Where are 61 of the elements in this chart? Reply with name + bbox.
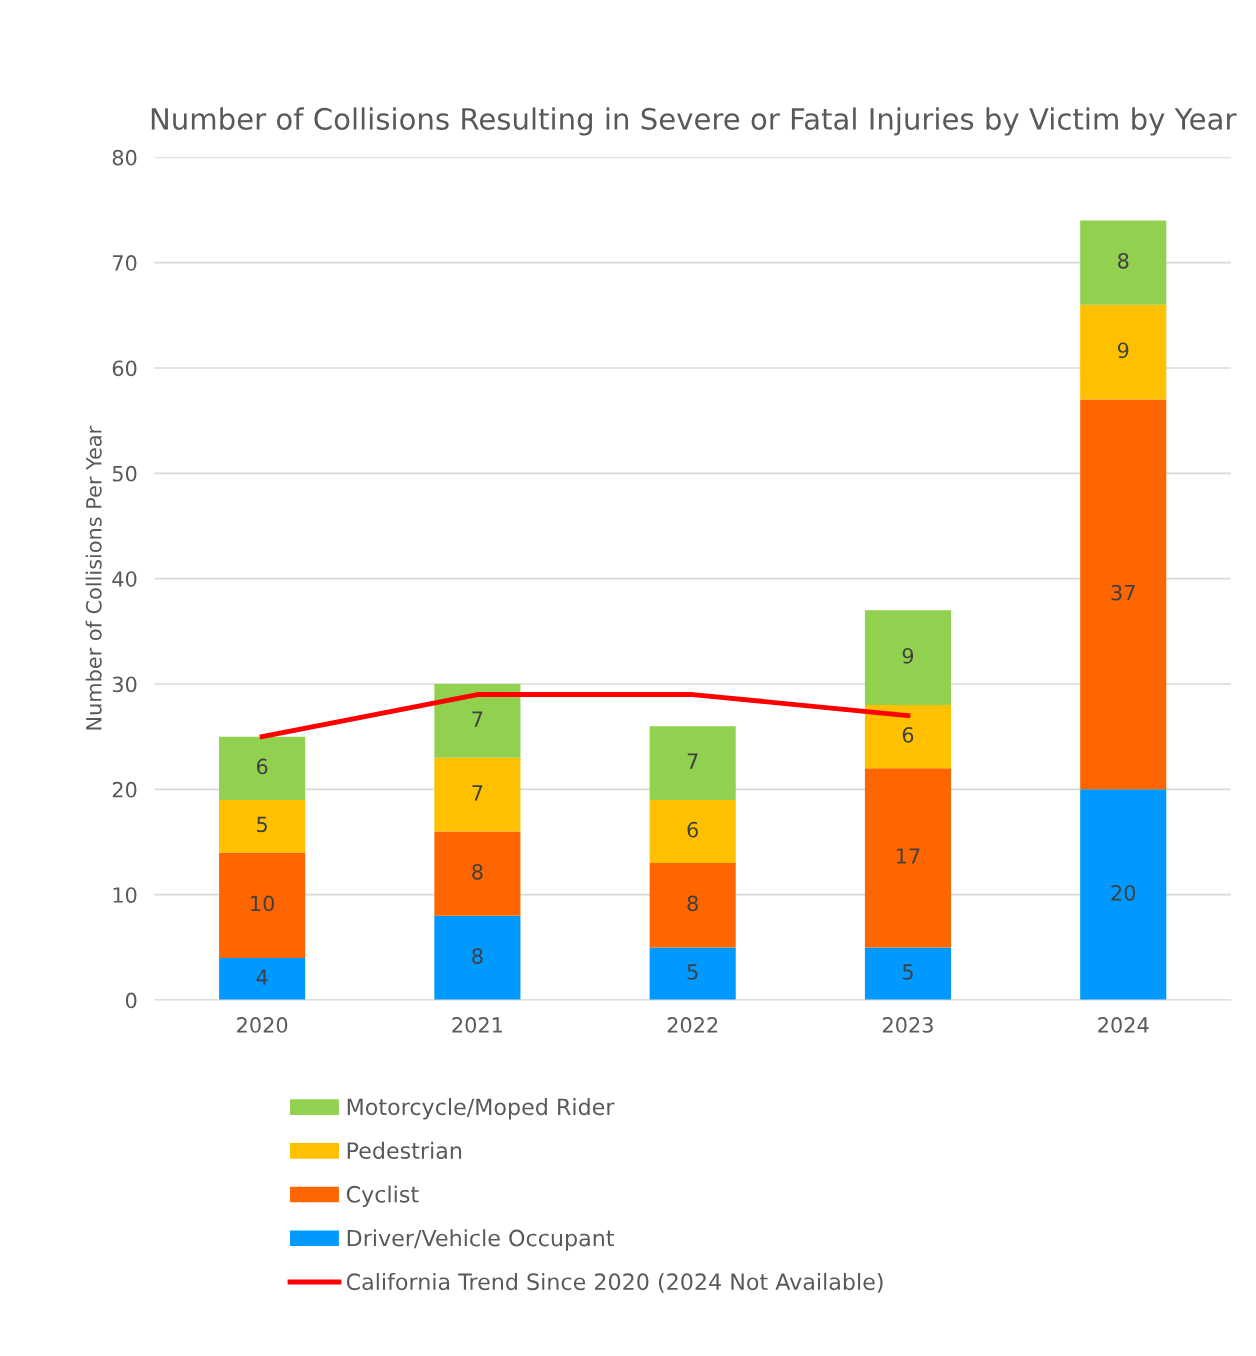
y-tick-label: 60: [112, 360, 137, 377]
legend-label: Driver/Vehicle Occupant: [347, 1229, 614, 1251]
bar: [434, 915, 521, 1001]
bar: [649, 726, 736, 800]
legend-label: Pedestrian: [347, 1141, 462, 1159]
y-tick-label: 50: [112, 465, 137, 482]
bar: [649, 947, 736, 1001]
y-tick-label: 0: [125, 992, 137, 1009]
x-tick-label: 2024: [1098, 1017, 1149, 1033]
data-label: 8: [1118, 252, 1129, 269]
x-tick-label: 2020: [237, 1017, 288, 1033]
bar: [219, 736, 306, 800]
data-label: 5: [902, 964, 913, 980]
data-label: 17: [897, 848, 920, 864]
legend-label: Motorcycle/Moped Rider: [347, 1098, 615, 1120]
data-label: 5: [257, 816, 267, 833]
x-tick-label: 2023: [882, 1017, 933, 1033]
bar: [1080, 304, 1167, 400]
y-tick-label: 20: [112, 781, 137, 798]
bar: [434, 757, 521, 832]
y-tick-label: 70: [113, 255, 137, 271]
legend-label: California Trend Since 2020 (2024 Not Available): [346, 1272, 883, 1293]
y-tick-label: 10: [113, 887, 137, 903]
data-label: 9: [902, 647, 914, 664]
bar: [434, 684, 521, 758]
bar: [434, 831, 521, 916]
x-tick-label: 2022: [667, 1017, 718, 1033]
data-label: 20: [1111, 884, 1136, 901]
data-label: 4: [256, 969, 268, 985]
bar: [219, 957, 306, 1001]
bar: [864, 768, 952, 948]
data-label: 7: [472, 785, 483, 801]
bar: [1080, 220, 1167, 305]
data-label: 6: [902, 726, 914, 743]
data-label: 9: [1117, 342, 1129, 359]
data-label: 37: [1111, 584, 1135, 601]
y-tick-label: 40: [112, 571, 137, 587]
bar: [649, 863, 736, 948]
bar: [1080, 399, 1167, 790]
data-label: 8: [472, 948, 483, 964]
bar: [1080, 789, 1167, 1001]
bar: [864, 705, 952, 769]
data-label: 6: [256, 758, 268, 775]
data-label: 7: [472, 711, 483, 727]
x-tick-label: 2021: [452, 1017, 502, 1033]
bar: [219, 852, 306, 958]
bar: [219, 799, 306, 853]
y-tick-label: 30: [112, 676, 137, 693]
data-label: 8: [687, 895, 698, 912]
data-label: 6: [687, 821, 698, 838]
data-label: 8: [472, 863, 483, 880]
chart-title: Number of Collisions Resulting in Severe or Fatal Injuries by Victim by Year: [151, 107, 1237, 136]
y-tick-label: 80: [112, 149, 137, 166]
bar: [864, 947, 952, 1001]
y-axis-title: Number of Collisions Per Year: [85, 425, 102, 730]
bar: [649, 799, 736, 864]
data-label: 10: [251, 895, 274, 912]
data-label: 5: [687, 964, 698, 980]
data-label: 7: [687, 753, 698, 769]
bar: [864, 610, 952, 706]
legend-label: Cyclist: [346, 1185, 419, 1207]
